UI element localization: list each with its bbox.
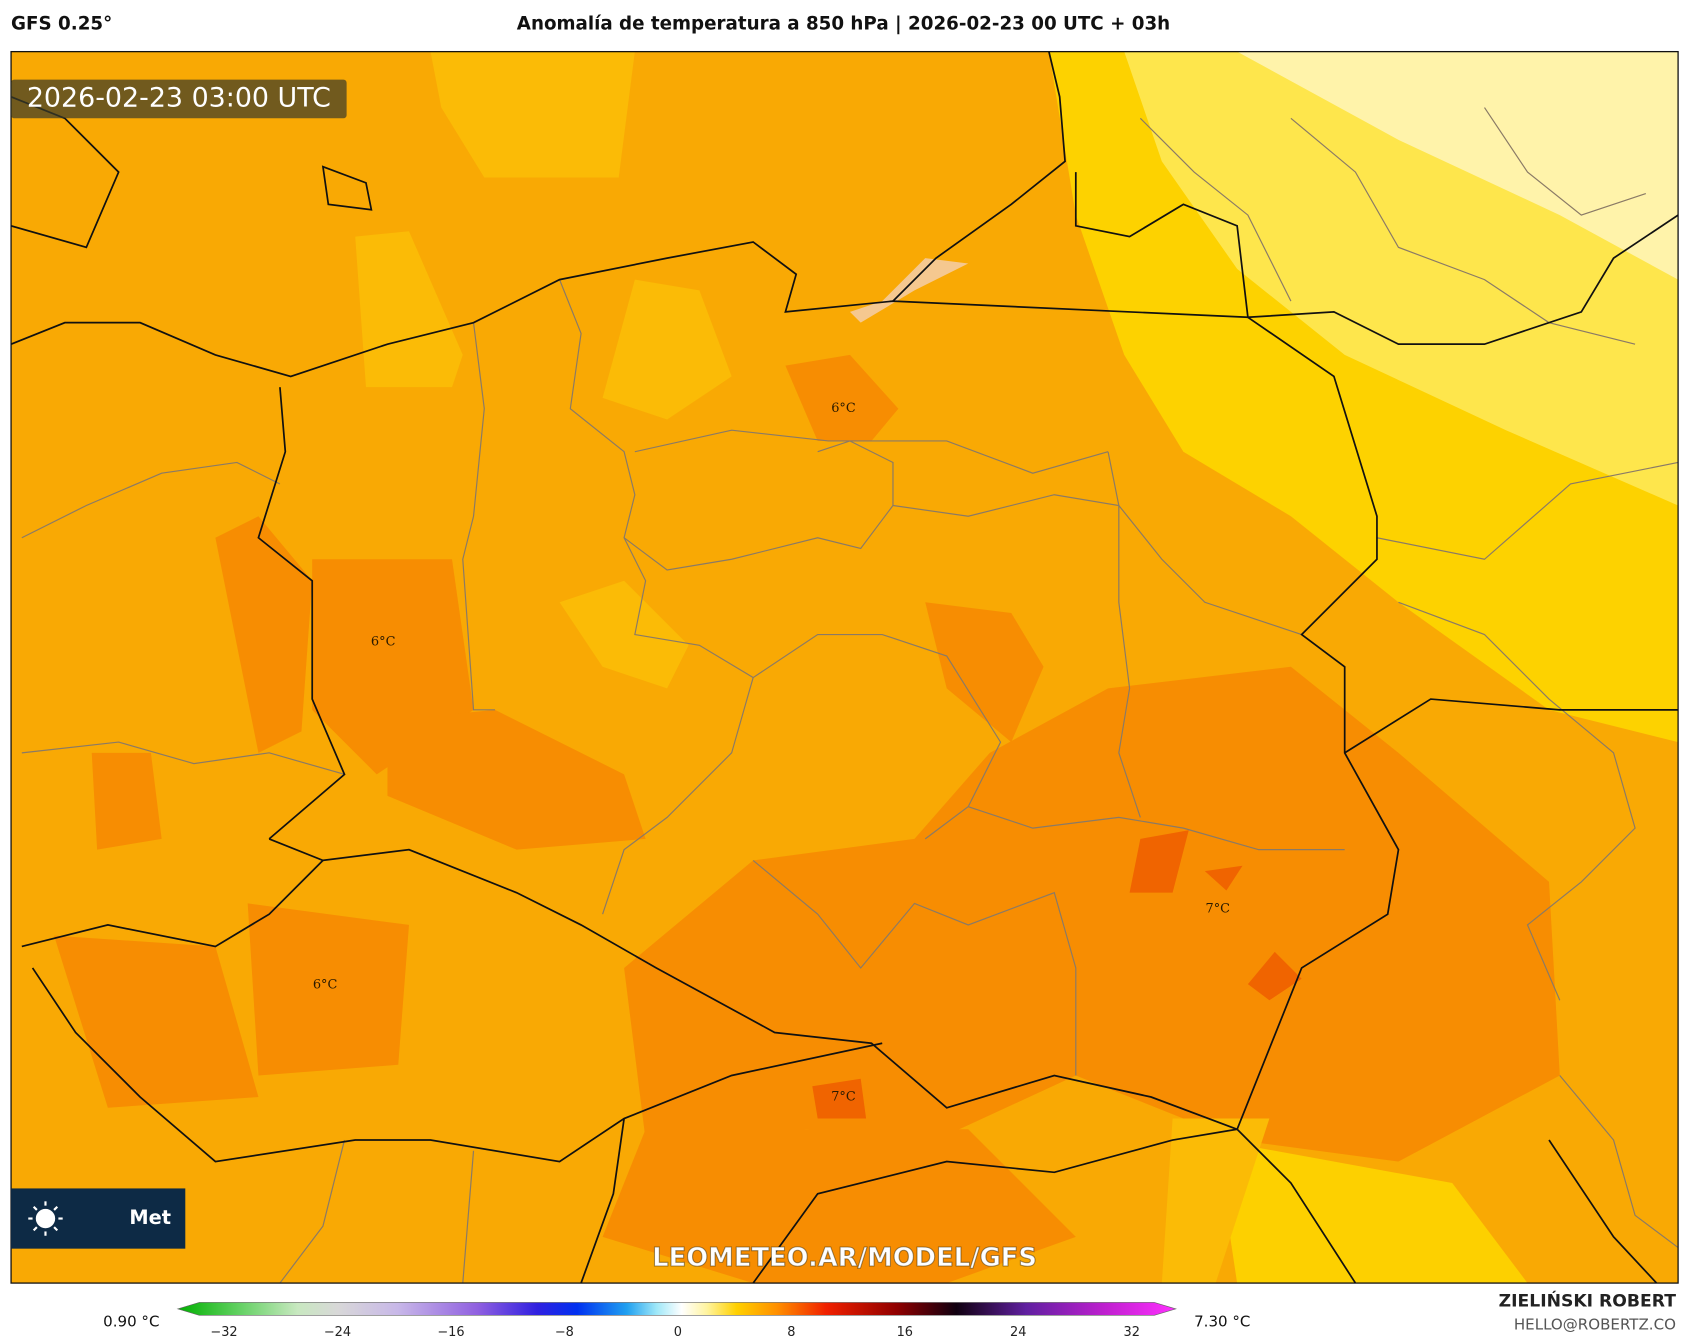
colorbar-tick-label: 32 bbox=[1124, 1325, 1140, 1339]
timestamp-box bbox=[11, 79, 347, 119]
colorbar-ticks: −32 −24 −16 −8 0 8 16 24 32 bbox=[210, 1325, 1140, 1339]
contour-label: 7°C bbox=[1206, 901, 1231, 916]
contour-label: 6°C bbox=[313, 978, 338, 993]
colorbar-tick-label: 8 bbox=[787, 1325, 795, 1339]
email: HELLO@ROBERTZ.CO bbox=[1514, 1316, 1676, 1334]
colorbar-tick-label: 0 bbox=[674, 1325, 682, 1339]
map bbox=[11, 51, 1679, 1284]
watermark: LEOMETEO.AR/MODEL/GFS bbox=[652, 1243, 1037, 1273]
colorbar-min: 0.90 °C bbox=[103, 1312, 159, 1330]
colorbar-tick-label: 24 bbox=[1010, 1325, 1026, 1339]
colorbar-tick-label: −16 bbox=[437, 1325, 464, 1339]
colorbar-tick-label: −8 bbox=[555, 1325, 574, 1339]
colorbar-tick-label: −24 bbox=[324, 1325, 351, 1339]
author: ZIELIŃSKI ROBERT bbox=[1499, 1289, 1677, 1311]
map-frame bbox=[10, 50, 1679, 1284]
timestamp: 2026-02-23 03:00 UTC bbox=[27, 82, 331, 113]
logo-text: Met bbox=[129, 1206, 171, 1229]
contour-label: 6°C bbox=[371, 635, 396, 650]
logo-icon bbox=[28, 1201, 63, 1236]
colorbar bbox=[176, 1302, 1177, 1316]
colorbar-tick-label: 16 bbox=[897, 1325, 913, 1339]
chart-title: Anomalía de temperatura a 850 hPa | 2026… bbox=[517, 14, 1170, 35]
model-name: GFS 0.25° bbox=[11, 14, 112, 35]
contour-label: 7°C bbox=[831, 1090, 856, 1105]
colorbar-max: 7.30 °C bbox=[1194, 1312, 1250, 1330]
contour-label: 6°C bbox=[831, 401, 856, 416]
colorbar-tick-label: −32 bbox=[210, 1325, 237, 1339]
